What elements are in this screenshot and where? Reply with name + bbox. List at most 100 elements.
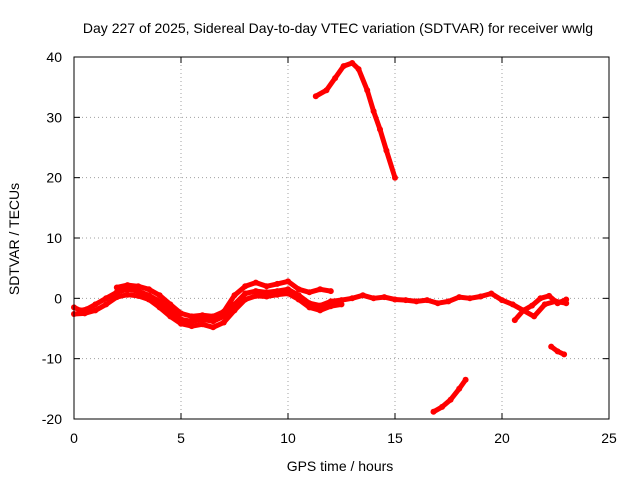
- data-point: [338, 301, 345, 308]
- data-point: [188, 318, 195, 325]
- data-point: [178, 310, 184, 317]
- data-point: [210, 324, 217, 331]
- x-tick-label: 20: [494, 430, 510, 446]
- data-point: [306, 304, 313, 311]
- data-point: [242, 283, 249, 290]
- data-point: [252, 292, 259, 299]
- data-point: [103, 295, 110, 302]
- data-point: [447, 396, 454, 403]
- x-tick-label: 15: [387, 430, 403, 446]
- data-point: [445, 298, 452, 305]
- data-point: [103, 301, 110, 308]
- data-point: [113, 289, 120, 296]
- series-line: [431, 377, 469, 415]
- data-point: [561, 351, 568, 358]
- data-point: [349, 60, 356, 66]
- y-axis-title: SDTVAR / TECUs: [6, 183, 22, 295]
- data-point: [113, 284, 120, 291]
- data-point: [199, 312, 206, 319]
- y-tick-label: -10: [42, 351, 62, 367]
- data-point: [92, 301, 99, 308]
- data-point: [317, 286, 324, 293]
- data-point: [285, 286, 291, 293]
- data-point: [509, 301, 516, 308]
- data-point: [231, 307, 238, 314]
- data-point: [327, 303, 334, 310]
- data-point: [456, 385, 463, 392]
- data-point: [466, 295, 473, 302]
- data-point: [156, 304, 163, 311]
- data-point: [167, 313, 174, 320]
- data-point: [546, 292, 553, 299]
- data-point: [499, 297, 505, 304]
- data-point: [306, 289, 313, 296]
- series-late-segment: [548, 343, 568, 358]
- x-tick-label: 25: [601, 430, 617, 446]
- data-point: [327, 298, 334, 305]
- data-point: [199, 316, 206, 323]
- data-point: [135, 292, 142, 299]
- y-tick-label: 20: [46, 170, 62, 186]
- data-point: [355, 66, 362, 73]
- data-point: [381, 294, 388, 301]
- y-tick-label: 40: [46, 49, 62, 65]
- data-point: [199, 321, 206, 328]
- data-point: [477, 293, 484, 300]
- data-point: [113, 294, 120, 301]
- data-point: [370, 108, 377, 115]
- gridlines: [74, 57, 609, 419]
- data-point: [520, 307, 527, 314]
- data-point: [338, 297, 345, 304]
- data-point: [364, 87, 371, 94]
- data-point: [370, 295, 377, 302]
- data-point: [383, 147, 390, 154]
- data-point: [242, 296, 249, 303]
- data-point: [349, 295, 356, 302]
- data-point: [263, 293, 270, 300]
- data-point: [317, 302, 324, 309]
- data-point: [285, 278, 291, 285]
- axis-ticks: [73, 56, 610, 420]
- plot-data: [71, 60, 570, 415]
- data-point: [554, 348, 561, 355]
- data-point: [488, 290, 495, 297]
- series-arc-segment: [312, 60, 398, 181]
- data-point: [402, 297, 409, 304]
- data-point: [332, 75, 339, 82]
- data-point: [327, 288, 334, 295]
- data-point: [317, 307, 324, 314]
- data-point: [531, 313, 538, 320]
- data-point: [220, 319, 227, 326]
- data-point: [188, 323, 195, 330]
- series-line: [313, 60, 398, 181]
- data-point: [220, 308, 227, 315]
- data-point: [242, 290, 249, 297]
- data-point: [434, 300, 441, 307]
- data-point: [274, 280, 281, 287]
- x-tick-label: 5: [177, 430, 185, 446]
- data-point: [263, 283, 270, 290]
- data-point: [548, 343, 555, 350]
- data-point: [135, 288, 142, 295]
- data-point: [210, 313, 217, 320]
- x-tick-label: 10: [280, 430, 296, 446]
- data-point: [92, 307, 99, 314]
- y-tick-label: 0: [54, 290, 62, 306]
- data-point: [529, 302, 535, 309]
- data-point: [145, 286, 152, 293]
- y-tick-label: -20: [42, 411, 62, 427]
- data-point: [285, 290, 291, 297]
- series-upper-band: [113, 278, 334, 320]
- chart-title: Day 227 of 2025, Sidereal Day-to-day VTE…: [83, 20, 593, 36]
- y-tick-label: 10: [46, 230, 62, 246]
- data-point: [563, 296, 570, 303]
- series-low-segment: [430, 376, 469, 415]
- data-point: [231, 292, 238, 299]
- series-main-band: [71, 286, 570, 325]
- data-point: [295, 296, 302, 303]
- data-point: [340, 63, 347, 70]
- data-point: [312, 93, 319, 100]
- data-point: [274, 291, 281, 298]
- data-point: [210, 318, 217, 325]
